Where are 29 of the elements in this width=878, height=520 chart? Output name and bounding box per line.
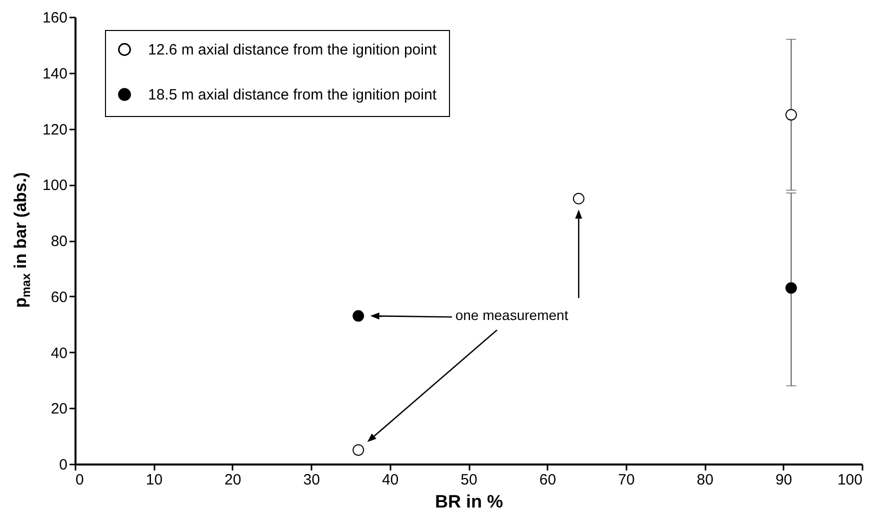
y-tick-label: 80 xyxy=(50,233,68,250)
legend-label: 12.6 m axial distance from the ignition point xyxy=(148,42,438,58)
annotation: one measurement xyxy=(455,306,568,323)
y-tick-label: 160 xyxy=(42,10,68,26)
y-tick-label: 20 xyxy=(50,400,68,418)
y-tick-label: 120 xyxy=(42,121,68,138)
x-tick-label: 0 xyxy=(76,472,84,488)
point xyxy=(785,282,797,294)
y-tick-label: 140 xyxy=(42,65,68,82)
x-tick-label: 40 xyxy=(382,472,399,488)
y-tick-label: 0 xyxy=(59,456,68,474)
y-tick-label: 40 xyxy=(50,344,68,362)
point xyxy=(352,310,364,322)
x-tick-label: 60 xyxy=(539,472,556,488)
x-tick-label: 20 xyxy=(224,472,242,488)
x-axis-title: BR in % xyxy=(434,492,504,512)
x-tick-label: 30 xyxy=(303,472,320,488)
y-tick-label: 60 xyxy=(50,288,68,306)
x-tick-label: 70 xyxy=(618,472,635,488)
y-tick-label: 100 xyxy=(42,177,68,194)
x-tick-label: 50 xyxy=(460,472,478,488)
x-tick-label: 100 xyxy=(837,472,862,488)
point xyxy=(785,109,797,121)
x-tick-label: 10 xyxy=(146,472,163,488)
x-tick-label: 80 xyxy=(696,472,714,488)
point xyxy=(572,192,584,204)
point xyxy=(352,444,364,456)
x-tick-label: 90 xyxy=(775,472,792,488)
legend-label: 18.5 m axial distance from the ignition point xyxy=(148,86,438,104)
